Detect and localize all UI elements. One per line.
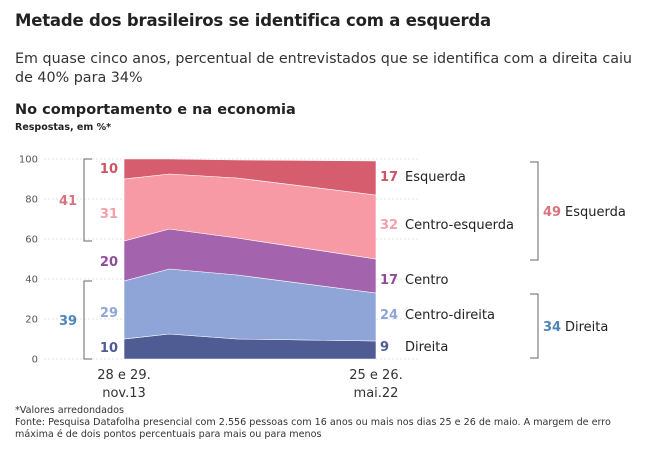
- group-value-label: 41: [59, 194, 77, 209]
- x-tick-label: 28 e 29.: [97, 368, 150, 383]
- series-name-label: Centro-esquerda: [405, 218, 514, 233]
- x-tick-label: 25 e 26.: [349, 368, 402, 383]
- y-tick-label: 40: [25, 275, 38, 286]
- start-value-label: 10: [100, 341, 118, 356]
- group-name-label: Esquerda: [565, 205, 626, 220]
- section-title: No comportamento e na economia: [15, 102, 296, 118]
- chart-title: Metade dos brasileiros se identifica com…: [15, 11, 491, 30]
- y-tick-label: 0: [32, 355, 38, 366]
- start-value-label: 31: [100, 207, 118, 222]
- series-name-label: Centro-direita: [405, 308, 495, 323]
- group-bracket: [530, 161, 539, 261]
- start-value-label: 29: [100, 306, 118, 321]
- group-bracket: [530, 293, 539, 359]
- x-tick-label: nov.13: [102, 386, 146, 401]
- chart-labels: 10 9 Direita 29 24 Centro-direita 20 17 Centro 31…: [59, 158, 626, 401]
- units-label: Respostas, em %*: [15, 122, 112, 133]
- x-tick-label: mai.22: [354, 386, 399, 401]
- area-esquerda: [123, 158, 377, 196]
- group-bracket: [83, 158, 92, 242]
- group-value-label: 39: [59, 314, 77, 329]
- y-tick-label: 60: [25, 235, 38, 246]
- end-value-label: 17: [380, 170, 398, 185]
- stacked-area-chart: 0 20 40 60 80 100 10 9 Direita 29 24 Centro-direit…: [19, 155, 626, 402]
- area-series: [123, 158, 377, 360]
- group-value-label: 34: [543, 320, 561, 335]
- series-name-label: Direita: [405, 340, 448, 355]
- chart-subtitle: Em quase cinco anos, percentual de entre…: [15, 51, 632, 86]
- start-value-label: 20: [100, 255, 118, 270]
- end-value-label: 32: [380, 218, 398, 233]
- source-note: Fonte: Pesquisa Datafolha presencial com…: [15, 417, 611, 440]
- end-value-label: 9: [380, 340, 389, 355]
- end-value-label: 17: [380, 273, 398, 288]
- group-bracket: [83, 280, 92, 360]
- y-tick-label: 100: [19, 155, 38, 166]
- y-tick-label: 80: [25, 195, 38, 206]
- footnote: *Valores arredondados: [15, 405, 124, 416]
- series-name-label: Centro: [405, 273, 448, 288]
- start-value-label: 10: [100, 162, 118, 177]
- group-name-label: Direita: [565, 320, 608, 335]
- series-name-label: Esquerda: [405, 170, 466, 185]
- group-value-label: 49: [543, 205, 561, 220]
- y-tick-label: 20: [25, 315, 38, 326]
- end-value-label: 24: [380, 308, 398, 323]
